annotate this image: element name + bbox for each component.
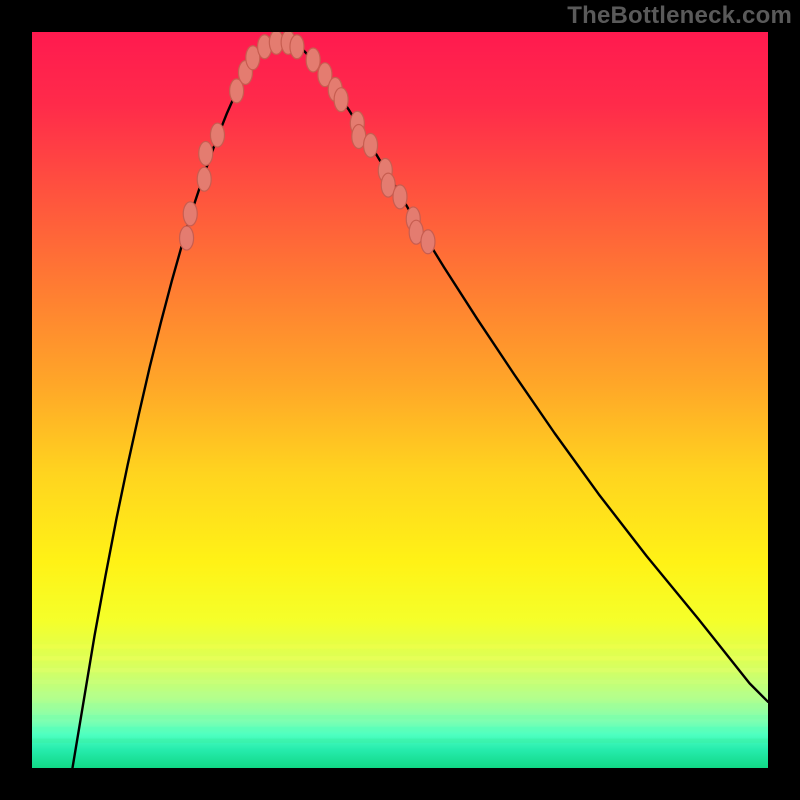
chart-frame: TheBottleneck.com (0, 0, 800, 800)
bottleneck-curve (72, 41, 768, 768)
curve-marker (334, 88, 348, 112)
curve-marker (393, 185, 407, 209)
curve-markers (180, 32, 435, 254)
curve-marker (306, 48, 320, 72)
curve-marker (180, 226, 194, 250)
curve-marker (183, 202, 197, 226)
curve-marker (197, 167, 211, 191)
curves-layer (32, 32, 768, 768)
plot-area (32, 32, 768, 768)
curve-marker (290, 35, 304, 59)
curve-marker (364, 133, 378, 157)
watermark-label: TheBottleneck.com (567, 2, 792, 30)
curve-marker (199, 141, 213, 165)
curve-marker (421, 230, 435, 254)
curve-marker (210, 123, 224, 147)
